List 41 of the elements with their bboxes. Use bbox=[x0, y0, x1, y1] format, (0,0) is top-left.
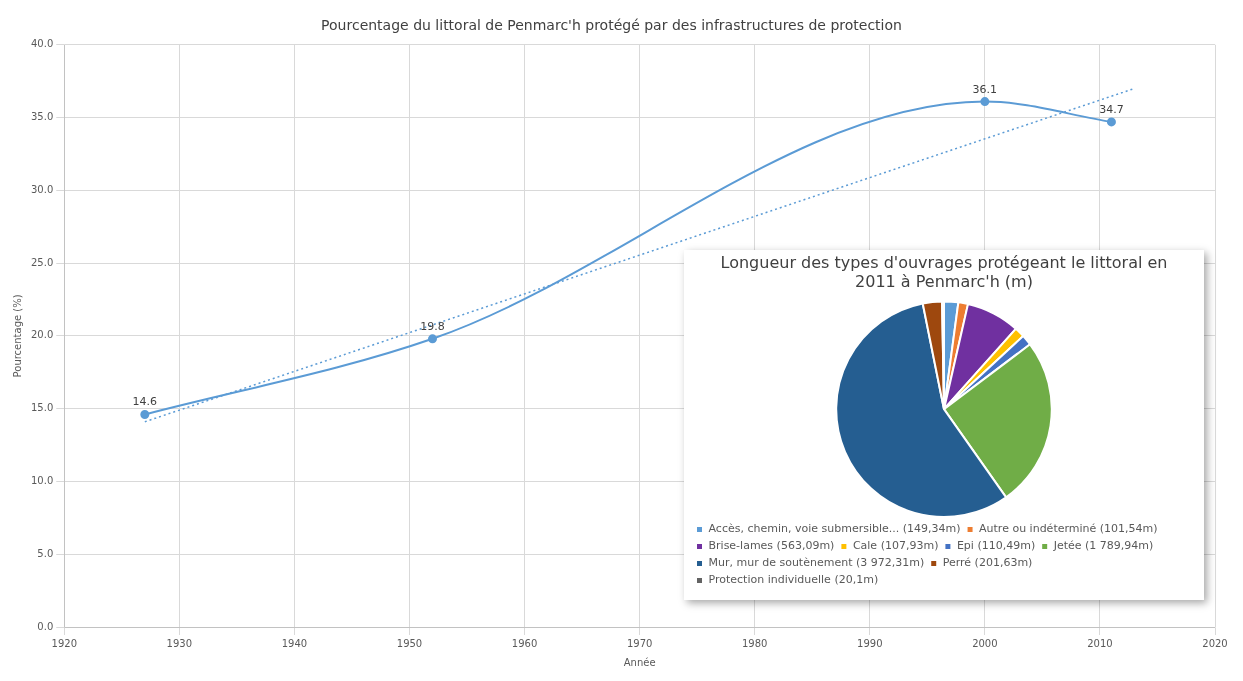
legend-label: Brise-lames (563,09m) bbox=[708, 539, 835, 553]
x-tick-label: 1980 bbox=[741, 637, 768, 649]
chart-title: Longueur des types d'ouvrages protégeant le littoral en 2011 à Penmarc'h (m) bbox=[720, 252, 1168, 291]
legend-label: Perré (201,63m) bbox=[942, 556, 1033, 570]
y-tick-label: 40.0 bbox=[31, 38, 54, 50]
y-tick-label: 0.0 bbox=[37, 620, 54, 632]
x-tick-label: 1940 bbox=[281, 637, 308, 649]
x-tick-label: 1920 bbox=[51, 637, 77, 649]
y-tick-label: 5.0 bbox=[37, 547, 54, 559]
x-tick-label: 1960 bbox=[511, 637, 538, 649]
x-tick-label: 2020 bbox=[1202, 637, 1228, 649]
legend-label: Accès, chemin, voie submersible... (149,34m) bbox=[708, 522, 961, 536]
x-axis-title: Année bbox=[623, 656, 656, 668]
point bbox=[428, 334, 437, 344]
legend-label: Epi (110,49m) bbox=[956, 539, 1036, 553]
point bbox=[140, 410, 150, 419]
x-tick-label: 1950 bbox=[396, 637, 423, 649]
y-tick-label: 35.0 bbox=[31, 111, 54, 123]
x-tick-label: 1930 bbox=[166, 637, 193, 649]
y-axis-title: Pourcentage (%) bbox=[11, 294, 23, 378]
y-tick-label: 30.0 bbox=[31, 183, 54, 195]
y-tick-label: 20.0 bbox=[31, 329, 54, 341]
data-label: 19.8 bbox=[420, 319, 445, 333]
legend-label: Autre ou indéterminé (101,54m) bbox=[979, 522, 1158, 536]
legend-label: Protection individuelle (20,1m) bbox=[708, 573, 879, 587]
x-tick-label: 1990 bbox=[857, 637, 883, 649]
y-tick-label: 15.0 bbox=[31, 402, 54, 414]
point bbox=[980, 97, 990, 107]
data-label: 36.1 bbox=[972, 82, 998, 96]
x-tick-label: 2010 bbox=[1087, 637, 1113, 649]
data-label: 34.7 bbox=[1099, 102, 1124, 116]
point bbox=[1106, 117, 1116, 127]
legend-label: Cale (107,93m) bbox=[852, 539, 939, 553]
data-label: 14.6 bbox=[132, 395, 158, 409]
legend-label: Jetée (1 789,94m) bbox=[1052, 539, 1154, 553]
legend-label: Mur, mur de soutènement (3 972,31m) bbox=[708, 556, 925, 570]
x-tick-label: 1970 bbox=[626, 637, 653, 649]
y-tick-label: 10.0 bbox=[31, 475, 54, 487]
y-tick-label: 25.0 bbox=[31, 256, 54, 268]
x-tick-label: 2000 bbox=[972, 637, 998, 649]
chart-title: Pourcentage du littoral de Penmarc'h protégé par des infrastructures de protection bbox=[321, 17, 902, 34]
